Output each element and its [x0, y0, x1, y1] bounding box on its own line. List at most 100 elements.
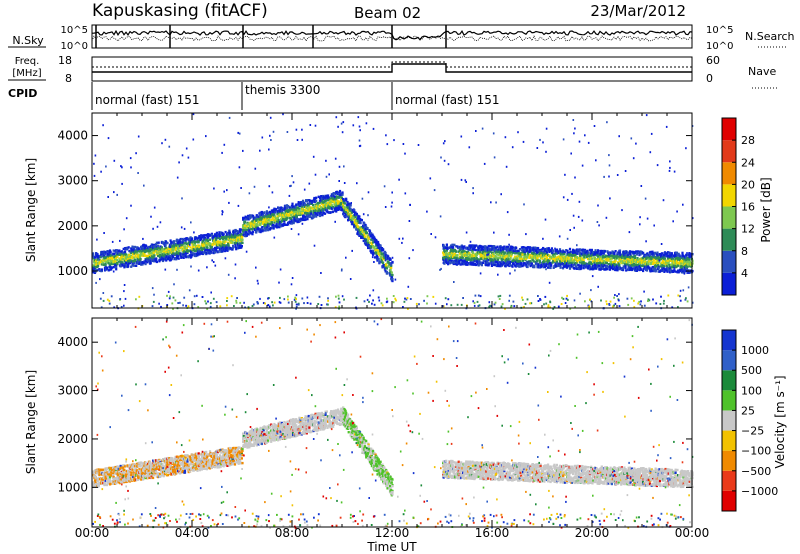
echo-cell	[557, 264, 560, 268]
echo-cell	[500, 260, 503, 264]
echo-cell	[620, 257, 623, 261]
echo-cell	[672, 264, 675, 267]
echo-cell	[343, 202, 347, 205]
echo-cell	[599, 268, 602, 271]
echo-cell	[107, 256, 110, 259]
echo-cell	[322, 210, 325, 213]
echo-cell	[215, 248, 218, 252]
echo-cell	[510, 253, 513, 256]
echo-cell	[625, 269, 628, 272]
echo-cell	[355, 222, 358, 225]
echo-cell	[177, 243, 180, 246]
echo-cell	[370, 246, 373, 249]
echo-cell	[145, 260, 148, 263]
echo-cell	[193, 240, 196, 243]
echo-cell	[283, 212, 286, 215]
echo-cell	[647, 262, 650, 265]
echo-cell	[631, 257, 634, 260]
echo-cell	[170, 243, 173, 247]
echo-cell	[495, 264, 498, 267]
echo-cell	[550, 264, 553, 267]
echo-cell	[219, 235, 222, 238]
echo-cell	[606, 267, 609, 271]
echo-cell	[642, 264, 645, 267]
echo-cell	[628, 252, 632, 255]
echo-cell	[517, 249, 520, 253]
echo-cell	[450, 250, 453, 253]
echo-cell	[183, 250, 187, 254]
echo-cell	[647, 265, 650, 268]
echo-cell	[224, 240, 227, 243]
echo-cell	[617, 264, 620, 267]
echo-cell	[540, 254, 543, 257]
echo-cell	[670, 257, 673, 261]
echo-cell	[218, 231, 221, 234]
echo-cell	[138, 262, 141, 265]
echo-cell	[468, 255, 471, 259]
echo-cell	[542, 252, 545, 256]
echo-cell	[376, 248, 379, 252]
echo-cell	[352, 217, 355, 220]
echo-cell	[260, 217, 263, 220]
echo-cell	[175, 245, 178, 248]
echo-cell	[246, 232, 249, 236]
echo-cell	[638, 262, 642, 265]
echo-cell	[543, 251, 546, 254]
echo-cell	[375, 240, 378, 243]
echo-cell	[652, 261, 655, 264]
echo-cell	[187, 256, 190, 259]
echo-cell	[588, 258, 591, 261]
echo-cell	[492, 255, 495, 258]
echo-cell	[653, 267, 657, 270]
echo-cell	[499, 254, 502, 257]
echo-cell	[459, 263, 462, 266]
echo-cell	[115, 251, 118, 254]
echo-cell	[594, 251, 597, 254]
echo-cell	[628, 264, 632, 267]
echo-cell	[545, 249, 548, 252]
echo-cell	[548, 250, 551, 253]
echo-cell	[107, 253, 110, 257]
echo-cell	[287, 213, 290, 217]
echo-cell	[638, 253, 641, 257]
echo-cell	[270, 222, 273, 225]
echo-cell	[653, 269, 656, 272]
echo-cell	[602, 264, 605, 268]
echo-cell	[570, 257, 573, 261]
echo-cell	[638, 267, 641, 270]
echo-cell	[197, 252, 200, 255]
echo-cell	[446, 261, 449, 264]
echo-cell	[187, 249, 190, 253]
echo-cell	[602, 255, 605, 259]
echo-cell	[212, 235, 215, 239]
freq-line	[92, 63, 692, 73]
echo-cell	[370, 234, 373, 237]
echo-cell	[218, 237, 222, 241]
echo-cell	[579, 254, 582, 257]
echo-cell	[460, 245, 463, 249]
echo-cell	[92, 264, 95, 267]
echo-cell	[490, 264, 493, 267]
echo-cell	[116, 262, 119, 266]
echo-cell	[277, 217, 280, 220]
echo-cell	[490, 263, 493, 266]
echo-cell	[102, 257, 105, 261]
echo-cell	[442, 253, 445, 256]
echo-cell	[292, 221, 295, 225]
echo-cell	[292, 205, 295, 208]
echo-cell	[128, 249, 131, 253]
echo-cell	[94, 256, 97, 259]
echo-cell	[630, 255, 633, 258]
echo-cell	[617, 255, 620, 258]
echo-cell	[143, 260, 146, 263]
echo-cell	[551, 261, 554, 264]
echo-cell	[635, 250, 638, 253]
echo-cell	[335, 209, 338, 212]
echo-cell	[119, 260, 122, 263]
echo-cell	[241, 238, 244, 241]
echo-cell	[468, 257, 471, 260]
echo-cell	[505, 247, 508, 251]
echo-cell	[226, 244, 229, 248]
echo-cell	[280, 207, 283, 210]
echo-cell	[205, 233, 208, 237]
